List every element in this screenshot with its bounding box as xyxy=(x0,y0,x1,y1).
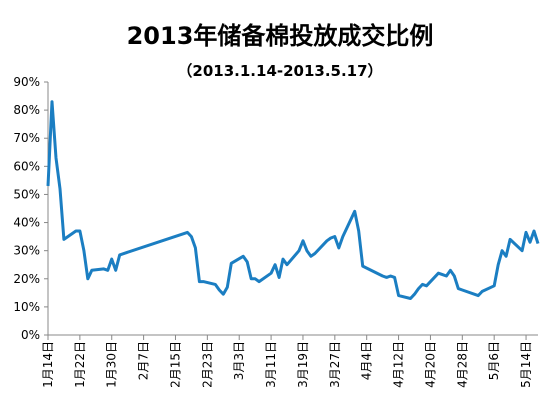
x-tick-label: 2月7日 xyxy=(137,341,151,380)
y-tick-label: 30% xyxy=(13,244,40,258)
x-tick-label: 3月3日 xyxy=(232,341,246,380)
x-tick-label: 4月12日 xyxy=(392,341,406,388)
x-tick-label: 3月19日 xyxy=(296,341,310,388)
x-tick-label: 5月6日 xyxy=(487,341,501,380)
x-tick-label: 1月22日 xyxy=(73,341,87,388)
y-tick-label: 50% xyxy=(13,187,40,201)
x-tick-label: 3月27日 xyxy=(328,341,342,388)
x-tick-label: 4月28日 xyxy=(455,341,469,388)
x-tick-label: 2月23日 xyxy=(200,341,214,388)
y-tick-label: 20% xyxy=(13,272,40,286)
x-tick-label: 4月4日 xyxy=(360,341,374,380)
x-tick-label: 2月15日 xyxy=(168,341,182,388)
y-tick-label: 60% xyxy=(13,159,40,173)
y-tick-label: 80% xyxy=(13,103,40,117)
x-tick-label: 1月14日 xyxy=(41,341,55,388)
y-tick-label: 10% xyxy=(13,300,40,314)
chart-title: 2013年储备棉投放成交比例 xyxy=(127,22,434,50)
x-tick-label: 5月14日 xyxy=(519,341,533,388)
y-tick-label: 40% xyxy=(13,216,40,230)
x-tick-label: 1月30日 xyxy=(105,341,119,388)
x-tick-label: 3月11日 xyxy=(264,341,278,388)
y-tick-label: 90% xyxy=(13,75,40,89)
chart-subtitle: （2013.1.14-2013.5.17） xyxy=(177,62,382,80)
y-tick-label: 0% xyxy=(21,328,40,342)
data-line xyxy=(46,100,540,300)
x-tick-label: 4月20日 xyxy=(423,341,437,388)
y-tick-label: 70% xyxy=(13,131,40,145)
